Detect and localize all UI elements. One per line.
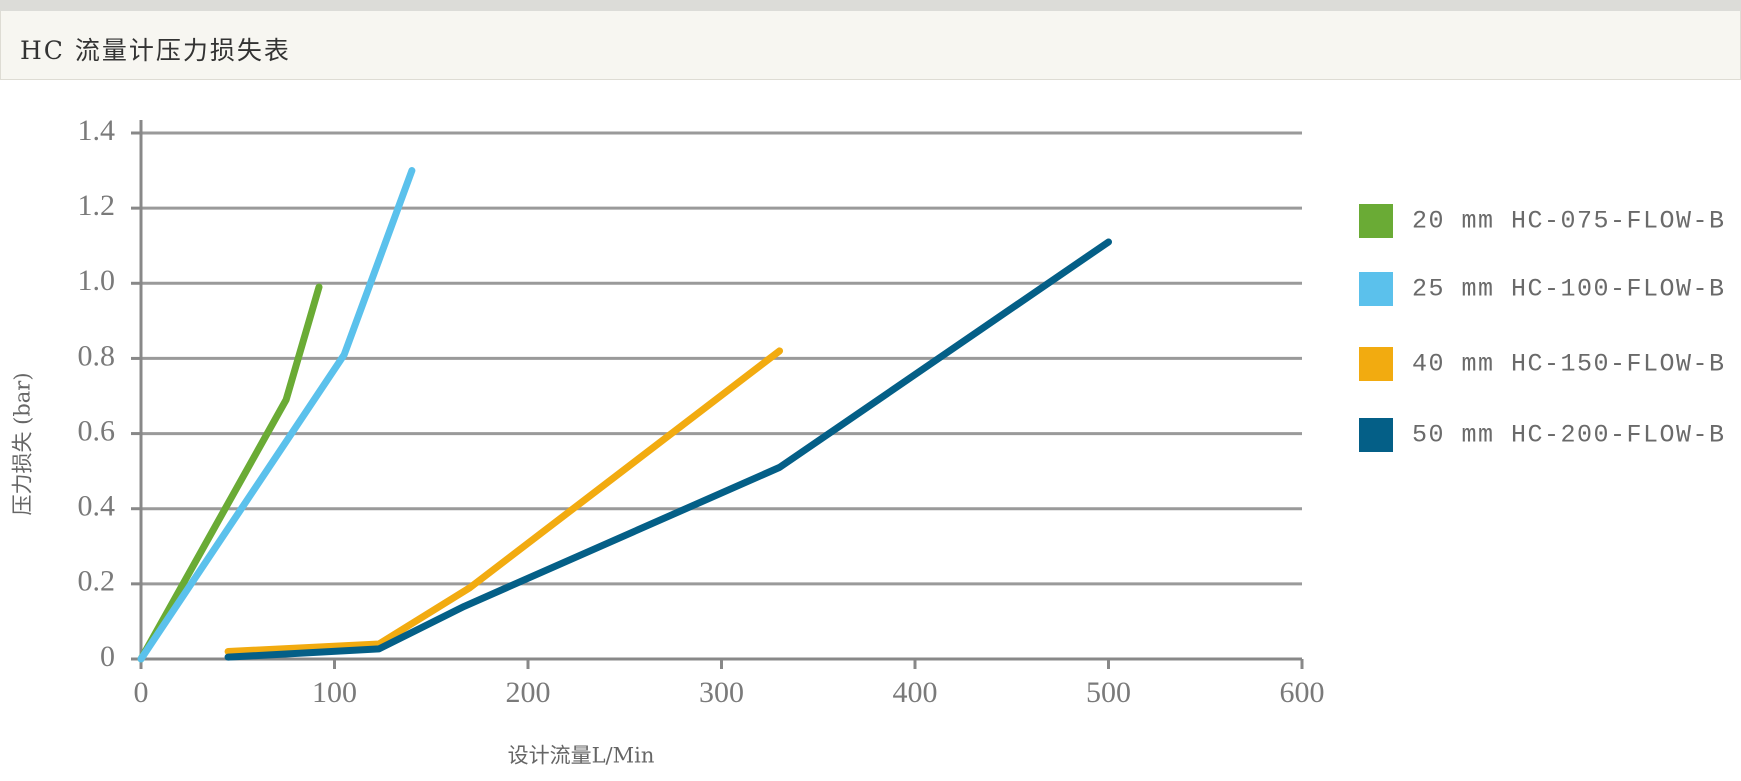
top-strip <box>0 0 1741 11</box>
y-tick-label: 0.6 <box>78 414 116 447</box>
series-line <box>224 347 784 655</box>
series-line <box>224 238 1112 661</box>
header: HC 流量计压力损失表 <box>0 11 1741 80</box>
x-tick-label: 200 <box>506 676 551 709</box>
x-tick-label: 100 <box>312 676 357 709</box>
series-line <box>137 167 416 663</box>
y-tick-label: 1.2 <box>78 189 116 222</box>
series-line <box>137 283 323 663</box>
legend-label: 25 mm HC-100-FLOW-B <box>1412 275 1726 304</box>
header-title: HC 流量计压力损失表 <box>20 36 291 65</box>
y-tick-label: 0.4 <box>78 490 116 523</box>
y-tick-label: 0 <box>100 640 115 673</box>
y-axis-label: 压力损失 (bar) <box>11 372 35 515</box>
x-tick-label: 0 <box>134 676 149 709</box>
x-tick-label: 600 <box>1280 676 1325 709</box>
x-axis-label: 设计流量L/Min <box>508 744 655 768</box>
legend-swatch <box>1359 272 1393 306</box>
legend-swatch <box>1359 347 1393 381</box>
x-tick-label: 400 <box>893 676 938 709</box>
y-tick-label: 1.4 <box>78 114 116 147</box>
legend-swatch <box>1359 204 1393 238</box>
legend-swatch <box>1359 418 1393 452</box>
legend-label: 40 mm HC-150-FLOW-B <box>1412 350 1726 379</box>
x-tick-label: 300 <box>699 676 744 709</box>
x-tick-label: 500 <box>1086 676 1131 709</box>
legend-label: 50 mm HC-200-FLOW-B <box>1412 421 1726 450</box>
legend-label: 20 mm HC-075-FLOW-B <box>1412 207 1726 236</box>
y-tick-label: 1.0 <box>78 264 116 297</box>
y-tick-label: 0.2 <box>78 565 116 598</box>
y-tick-label: 0.8 <box>78 339 116 372</box>
